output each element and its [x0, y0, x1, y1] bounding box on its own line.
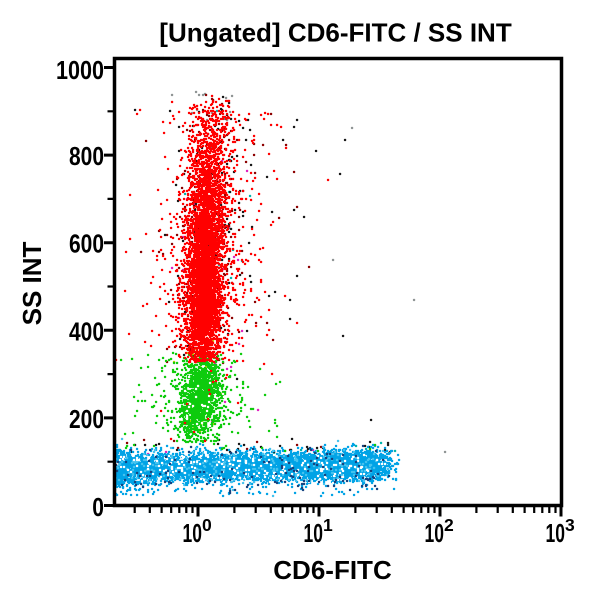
- svg-text:1000: 1000: [56, 55, 104, 85]
- svg-text:103: 103: [546, 515, 575, 548]
- svg-text:SS INT: SS INT: [17, 241, 47, 325]
- svg-text:0: 0: [92, 492, 104, 522]
- svg-text:[Ungated] CD6-FITC / SS INT: [Ungated] CD6-FITC / SS INT: [159, 17, 512, 47]
- svg-text:100: 100: [183, 515, 212, 548]
- svg-text:CD6-FITC: CD6-FITC: [273, 555, 392, 585]
- svg-text:400: 400: [69, 316, 104, 346]
- svg-text:800: 800: [69, 141, 104, 171]
- svg-text:600: 600: [69, 229, 104, 259]
- svg-text:200: 200: [69, 404, 104, 434]
